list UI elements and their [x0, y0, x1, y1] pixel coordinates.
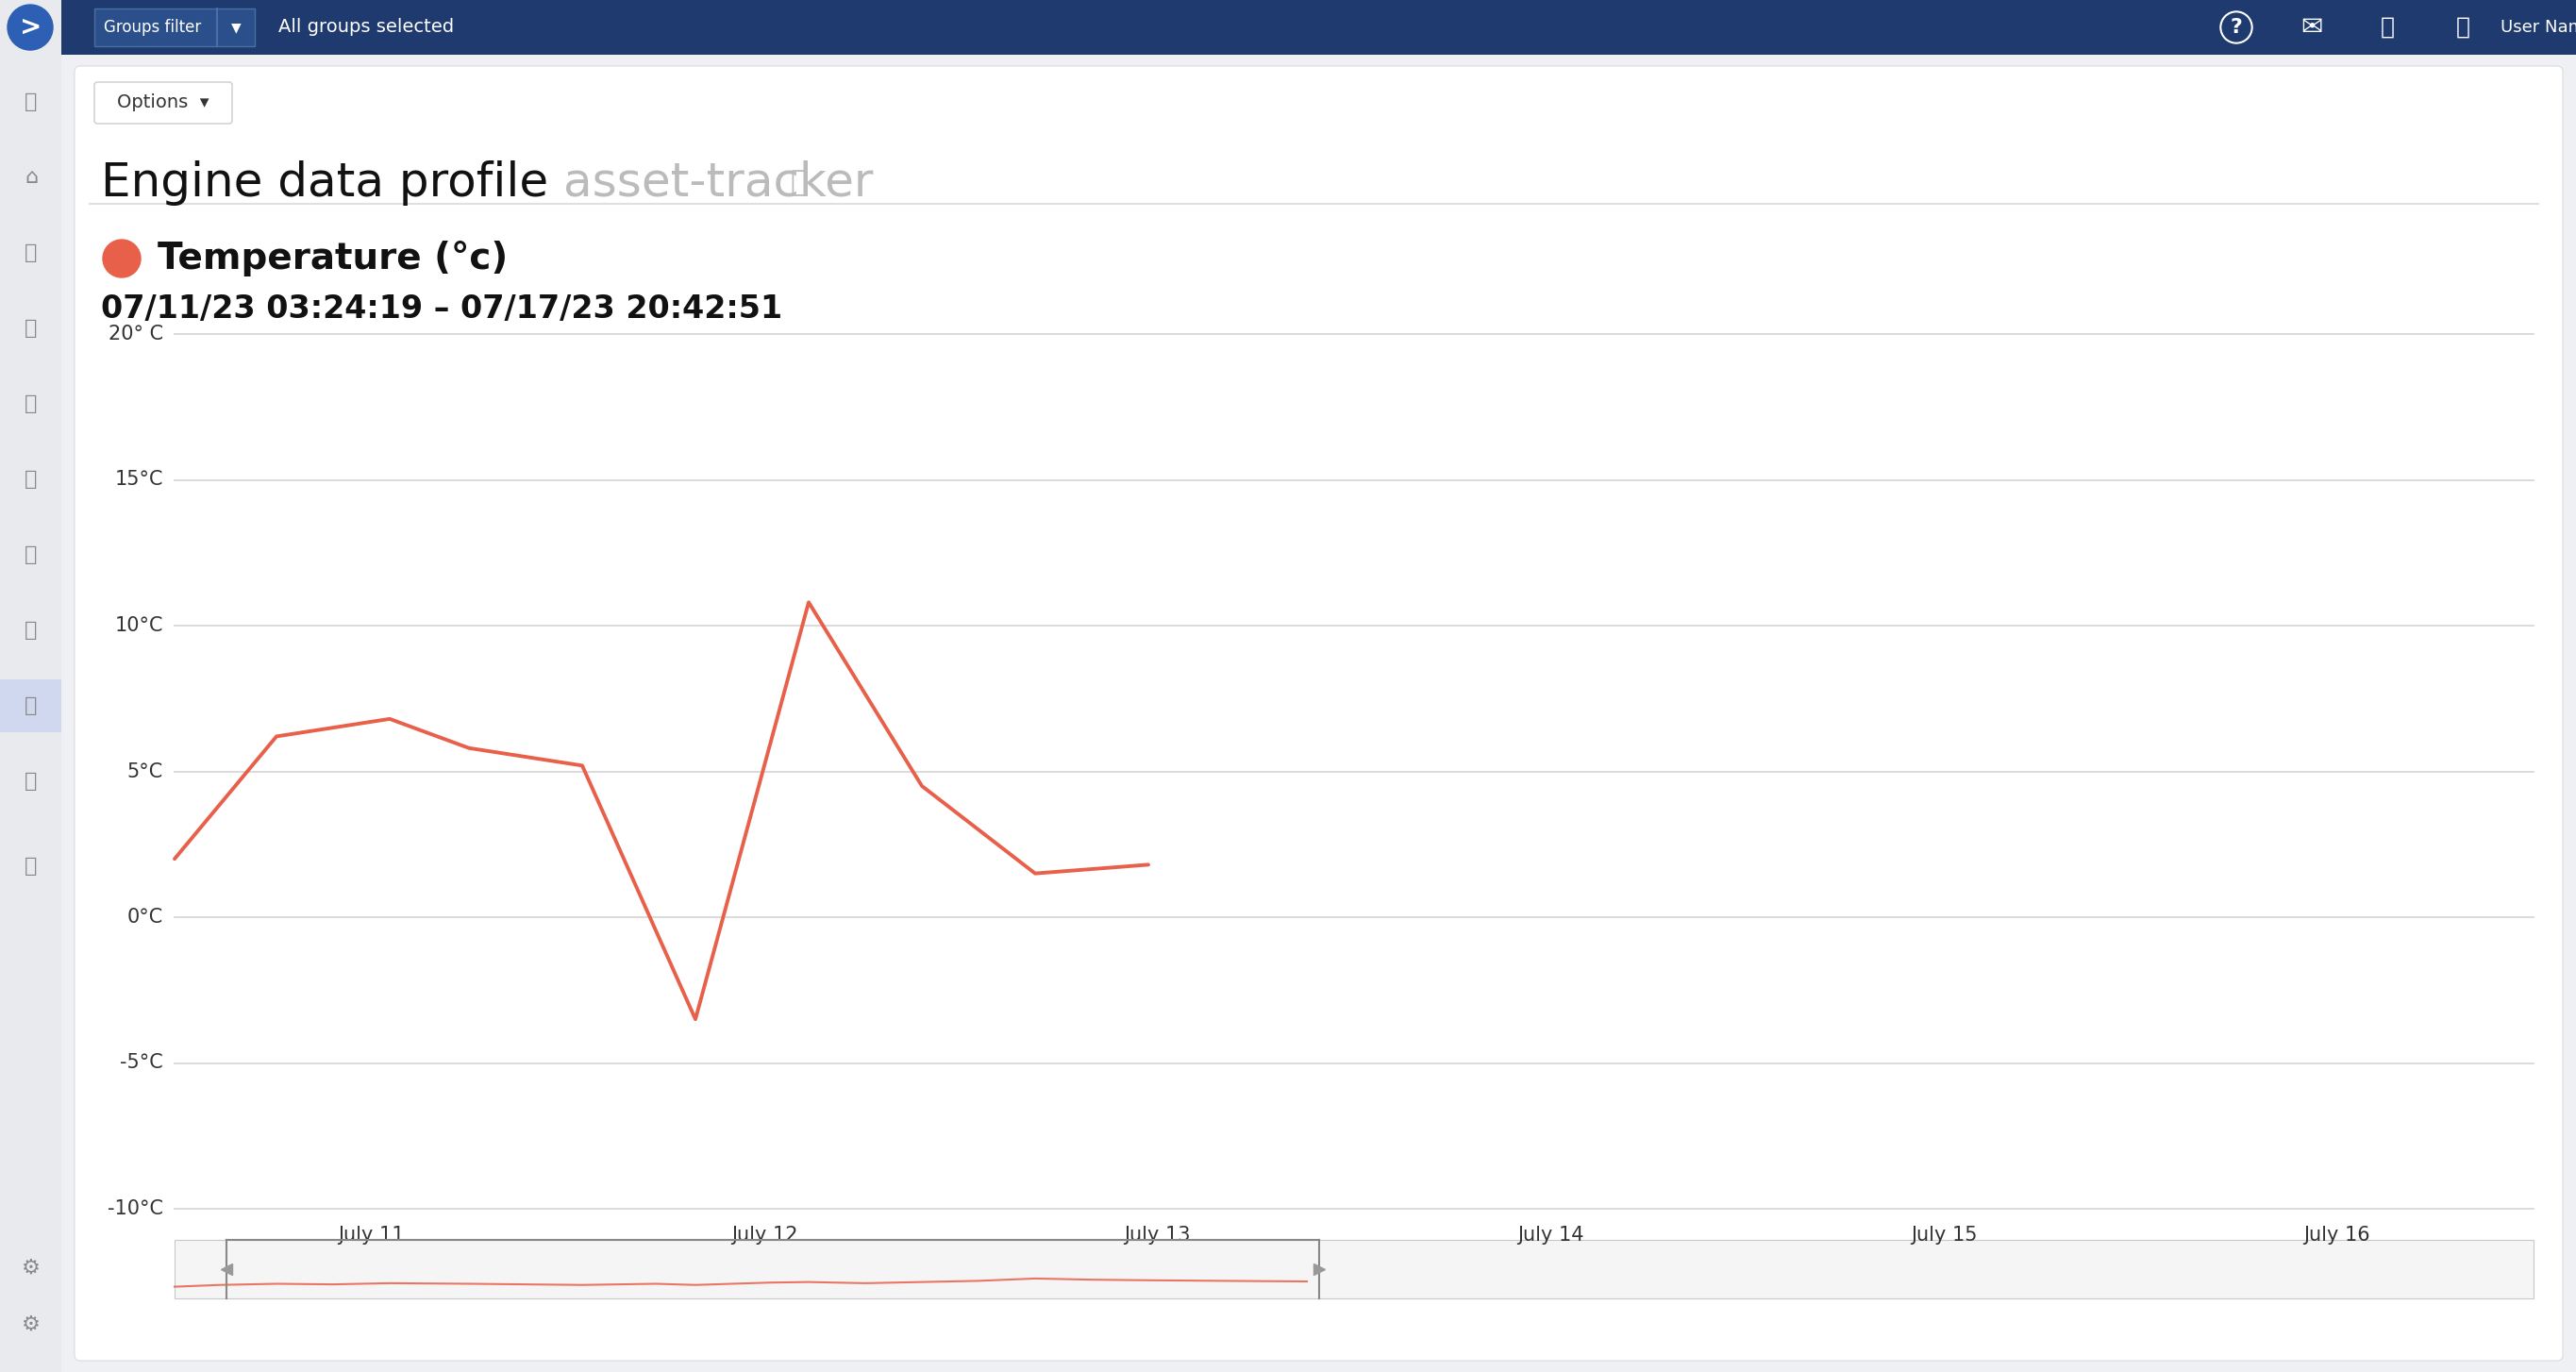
Text: asset-tracker: asset-tracker — [564, 161, 873, 206]
Text: 🔧: 🔧 — [26, 697, 39, 715]
Text: 👥: 👥 — [26, 856, 39, 875]
Text: 🔖: 🔖 — [791, 169, 806, 196]
Text: July 12: July 12 — [732, 1225, 799, 1244]
Text: July 13: July 13 — [1123, 1225, 1190, 1244]
Text: 📋: 📋 — [26, 546, 39, 564]
Text: 🚚: 🚚 — [26, 243, 39, 262]
Text: 🌐: 🌐 — [26, 471, 39, 488]
Bar — [175, 1240, 2535, 1298]
Text: ✉: ✉ — [2300, 14, 2324, 41]
Text: -5°C: -5°C — [121, 1054, 162, 1073]
Text: ⚙: ⚙ — [21, 1258, 41, 1277]
Text: 20° C: 20° C — [108, 325, 162, 343]
Bar — [0, 679, 62, 733]
Text: 5°C: 5°C — [126, 761, 162, 781]
Text: 🔖: 🔖 — [26, 394, 39, 413]
Text: Engine data profile: Engine data profile — [100, 161, 549, 206]
Text: July 11: July 11 — [337, 1225, 404, 1244]
Text: User Name  ▾: User Name ▾ — [2501, 19, 2576, 36]
Text: ▼: ▼ — [232, 21, 242, 34]
Text: 👤: 👤 — [2455, 16, 2470, 38]
Bar — [95, 8, 255, 47]
Text: All groups selected: All groups selected — [278, 18, 453, 36]
Text: 15°C: 15°C — [116, 471, 162, 490]
Text: July 15: July 15 — [1911, 1225, 1976, 1244]
Text: Options  ▾: Options ▾ — [118, 93, 209, 111]
Text: >: > — [21, 14, 41, 41]
Text: 🔔: 🔔 — [2380, 16, 2393, 38]
Text: ?: ? — [2231, 18, 2241, 37]
Bar — [0, 0, 62, 1372]
Text: July 14: July 14 — [1517, 1225, 1584, 1244]
Circle shape — [8, 4, 54, 49]
Text: Temperature (°c): Temperature (°c) — [157, 240, 507, 277]
Text: 0°C: 0°C — [126, 908, 162, 926]
Circle shape — [103, 240, 142, 277]
Text: 🔍: 🔍 — [26, 92, 39, 111]
FancyBboxPatch shape — [95, 82, 232, 123]
Text: Groups filter: Groups filter — [103, 19, 201, 36]
Text: July 16: July 16 — [2303, 1225, 2370, 1244]
Text: 🔗: 🔗 — [26, 622, 39, 639]
Text: 🧭: 🧭 — [26, 772, 39, 790]
Text: 07/11/23 03:24:19 – 07/17/23 20:42:51: 07/11/23 03:24:19 – 07/17/23 20:42:51 — [100, 294, 783, 325]
Text: 10°C: 10°C — [116, 616, 162, 635]
Text: -10°C: -10°C — [108, 1199, 162, 1218]
Text: 🗺: 🗺 — [26, 318, 39, 338]
Text: ⌂: ⌂ — [26, 167, 39, 187]
FancyBboxPatch shape — [75, 66, 2563, 1361]
Text: ⚙: ⚙ — [21, 1316, 41, 1334]
Bar — [62, 0, 2576, 55]
